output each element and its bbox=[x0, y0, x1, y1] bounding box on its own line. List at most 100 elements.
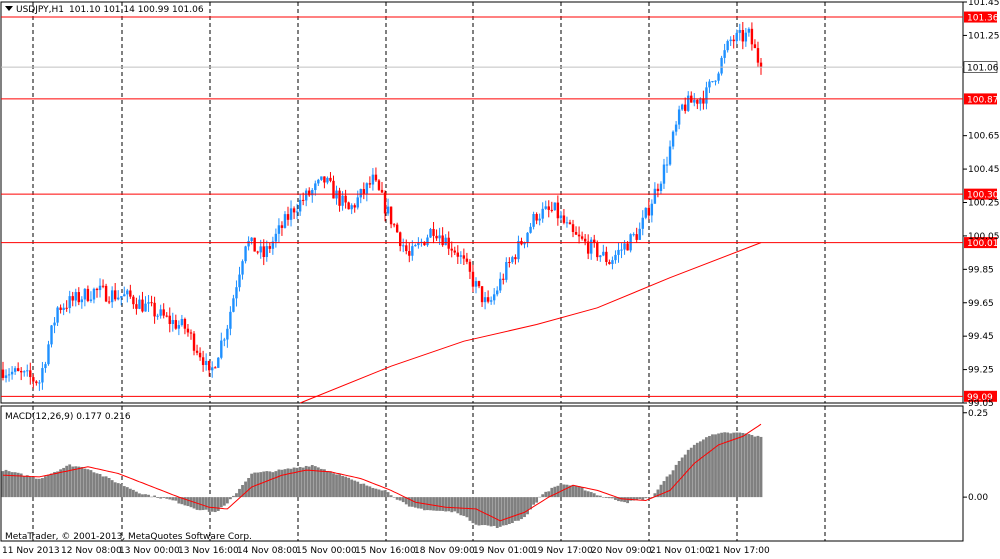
candle[interactable] bbox=[599, 255, 602, 262]
candle[interactable] bbox=[368, 176, 372, 189]
candle[interactable] bbox=[617, 242, 620, 263]
candle[interactable] bbox=[298, 193, 302, 216]
candle[interactable] bbox=[189, 329, 193, 340]
candle[interactable] bbox=[450, 241, 453, 258]
candle[interactable] bbox=[250, 237, 253, 245]
candle[interactable] bbox=[496, 286, 499, 297]
candle[interactable] bbox=[317, 178, 320, 186]
candle[interactable] bbox=[380, 181, 384, 193]
candle[interactable] bbox=[308, 187, 311, 197]
candle[interactable] bbox=[305, 188, 308, 207]
candle[interactable] bbox=[541, 202, 544, 223]
candle[interactable] bbox=[571, 219, 575, 238]
candle[interactable] bbox=[89, 291, 93, 303]
candle[interactable] bbox=[47, 340, 50, 366]
candle[interactable] bbox=[332, 175, 335, 199]
candle[interactable] bbox=[232, 294, 235, 313]
candle[interactable] bbox=[423, 241, 426, 246]
candle[interactable] bbox=[274, 228, 278, 248]
candle[interactable] bbox=[289, 200, 293, 227]
candle[interactable] bbox=[471, 264, 475, 293]
candle[interactable] bbox=[632, 232, 635, 237]
candle[interactable] bbox=[38, 380, 41, 391]
price-plot[interactable] bbox=[1, 21, 963, 391]
candle[interactable] bbox=[180, 314, 184, 327]
candle[interactable] bbox=[477, 280, 481, 289]
candle[interactable] bbox=[614, 250, 617, 264]
candle[interactable] bbox=[565, 216, 569, 228]
candle[interactable] bbox=[195, 344, 199, 356]
candle[interactable] bbox=[468, 259, 472, 280]
candle[interactable] bbox=[529, 223, 532, 234]
candle[interactable] bbox=[247, 236, 250, 251]
candle[interactable] bbox=[77, 287, 80, 306]
candle[interactable] bbox=[398, 231, 402, 252]
candle[interactable] bbox=[744, 27, 748, 47]
candle[interactable] bbox=[19, 367, 23, 381]
candle[interactable] bbox=[159, 304, 162, 319]
candle[interactable] bbox=[583, 234, 587, 246]
candle[interactable] bbox=[392, 223, 396, 228]
candle[interactable] bbox=[253, 237, 256, 252]
candle[interactable] bbox=[502, 273, 505, 285]
candle[interactable] bbox=[432, 222, 435, 244]
candle[interactable] bbox=[98, 278, 102, 298]
candle[interactable] bbox=[168, 307, 171, 333]
candle[interactable] bbox=[720, 55, 723, 76]
candle[interactable] bbox=[535, 212, 538, 225]
candle[interactable] bbox=[53, 317, 56, 334]
candle[interactable] bbox=[95, 287, 99, 298]
candle[interactable] bbox=[620, 242, 623, 259]
candle[interactable] bbox=[113, 282, 117, 302]
candle[interactable] bbox=[138, 295, 141, 310]
candle[interactable] bbox=[538, 213, 541, 226]
candle[interactable] bbox=[35, 380, 38, 386]
candle[interactable] bbox=[729, 36, 732, 46]
candle[interactable] bbox=[165, 312, 168, 318]
candle[interactable] bbox=[229, 306, 232, 336]
candle[interactable] bbox=[326, 176, 329, 185]
candle[interactable] bbox=[320, 176, 323, 181]
candle[interactable] bbox=[699, 97, 702, 111]
candle[interactable] bbox=[711, 81, 714, 83]
candle[interactable] bbox=[714, 80, 717, 86]
candle[interactable] bbox=[135, 297, 138, 315]
candle[interactable] bbox=[441, 227, 444, 247]
candle[interactable] bbox=[204, 353, 208, 371]
candle[interactable] bbox=[395, 222, 399, 233]
candle[interactable] bbox=[514, 254, 517, 265]
candle[interactable] bbox=[674, 121, 678, 136]
candle[interactable] bbox=[132, 294, 135, 309]
candle[interactable] bbox=[362, 182, 366, 200]
candle[interactable] bbox=[7, 368, 11, 382]
candle[interactable] bbox=[56, 306, 59, 327]
candle[interactable] bbox=[447, 231, 450, 255]
candle[interactable] bbox=[650, 199, 654, 223]
candle[interactable] bbox=[26, 364, 29, 377]
candle[interactable] bbox=[126, 288, 129, 303]
candle[interactable] bbox=[753, 39, 757, 49]
candle[interactable] bbox=[517, 235, 520, 263]
candle[interactable] bbox=[207, 360, 211, 377]
candle[interactable] bbox=[644, 207, 647, 220]
candle[interactable] bbox=[220, 332, 223, 360]
macd-plot[interactable] bbox=[1, 423, 763, 529]
candle[interactable] bbox=[647, 199, 651, 220]
candle[interactable] bbox=[344, 189, 347, 209]
candle[interactable] bbox=[141, 291, 144, 313]
candle[interactable] bbox=[435, 229, 438, 241]
candle[interactable] bbox=[735, 29, 738, 45]
candle[interactable] bbox=[499, 272, 502, 293]
candle[interactable] bbox=[593, 234, 596, 248]
candle[interactable] bbox=[511, 255, 514, 264]
candle[interactable] bbox=[353, 203, 356, 213]
candle[interactable] bbox=[16, 362, 20, 372]
candle[interactable] bbox=[286, 206, 290, 226]
candle[interactable] bbox=[668, 140, 672, 166]
candle[interactable] bbox=[638, 222, 641, 241]
candle[interactable] bbox=[265, 240, 268, 262]
candle[interactable] bbox=[338, 187, 341, 212]
candle[interactable] bbox=[186, 324, 190, 337]
candle[interactable] bbox=[183, 317, 187, 335]
